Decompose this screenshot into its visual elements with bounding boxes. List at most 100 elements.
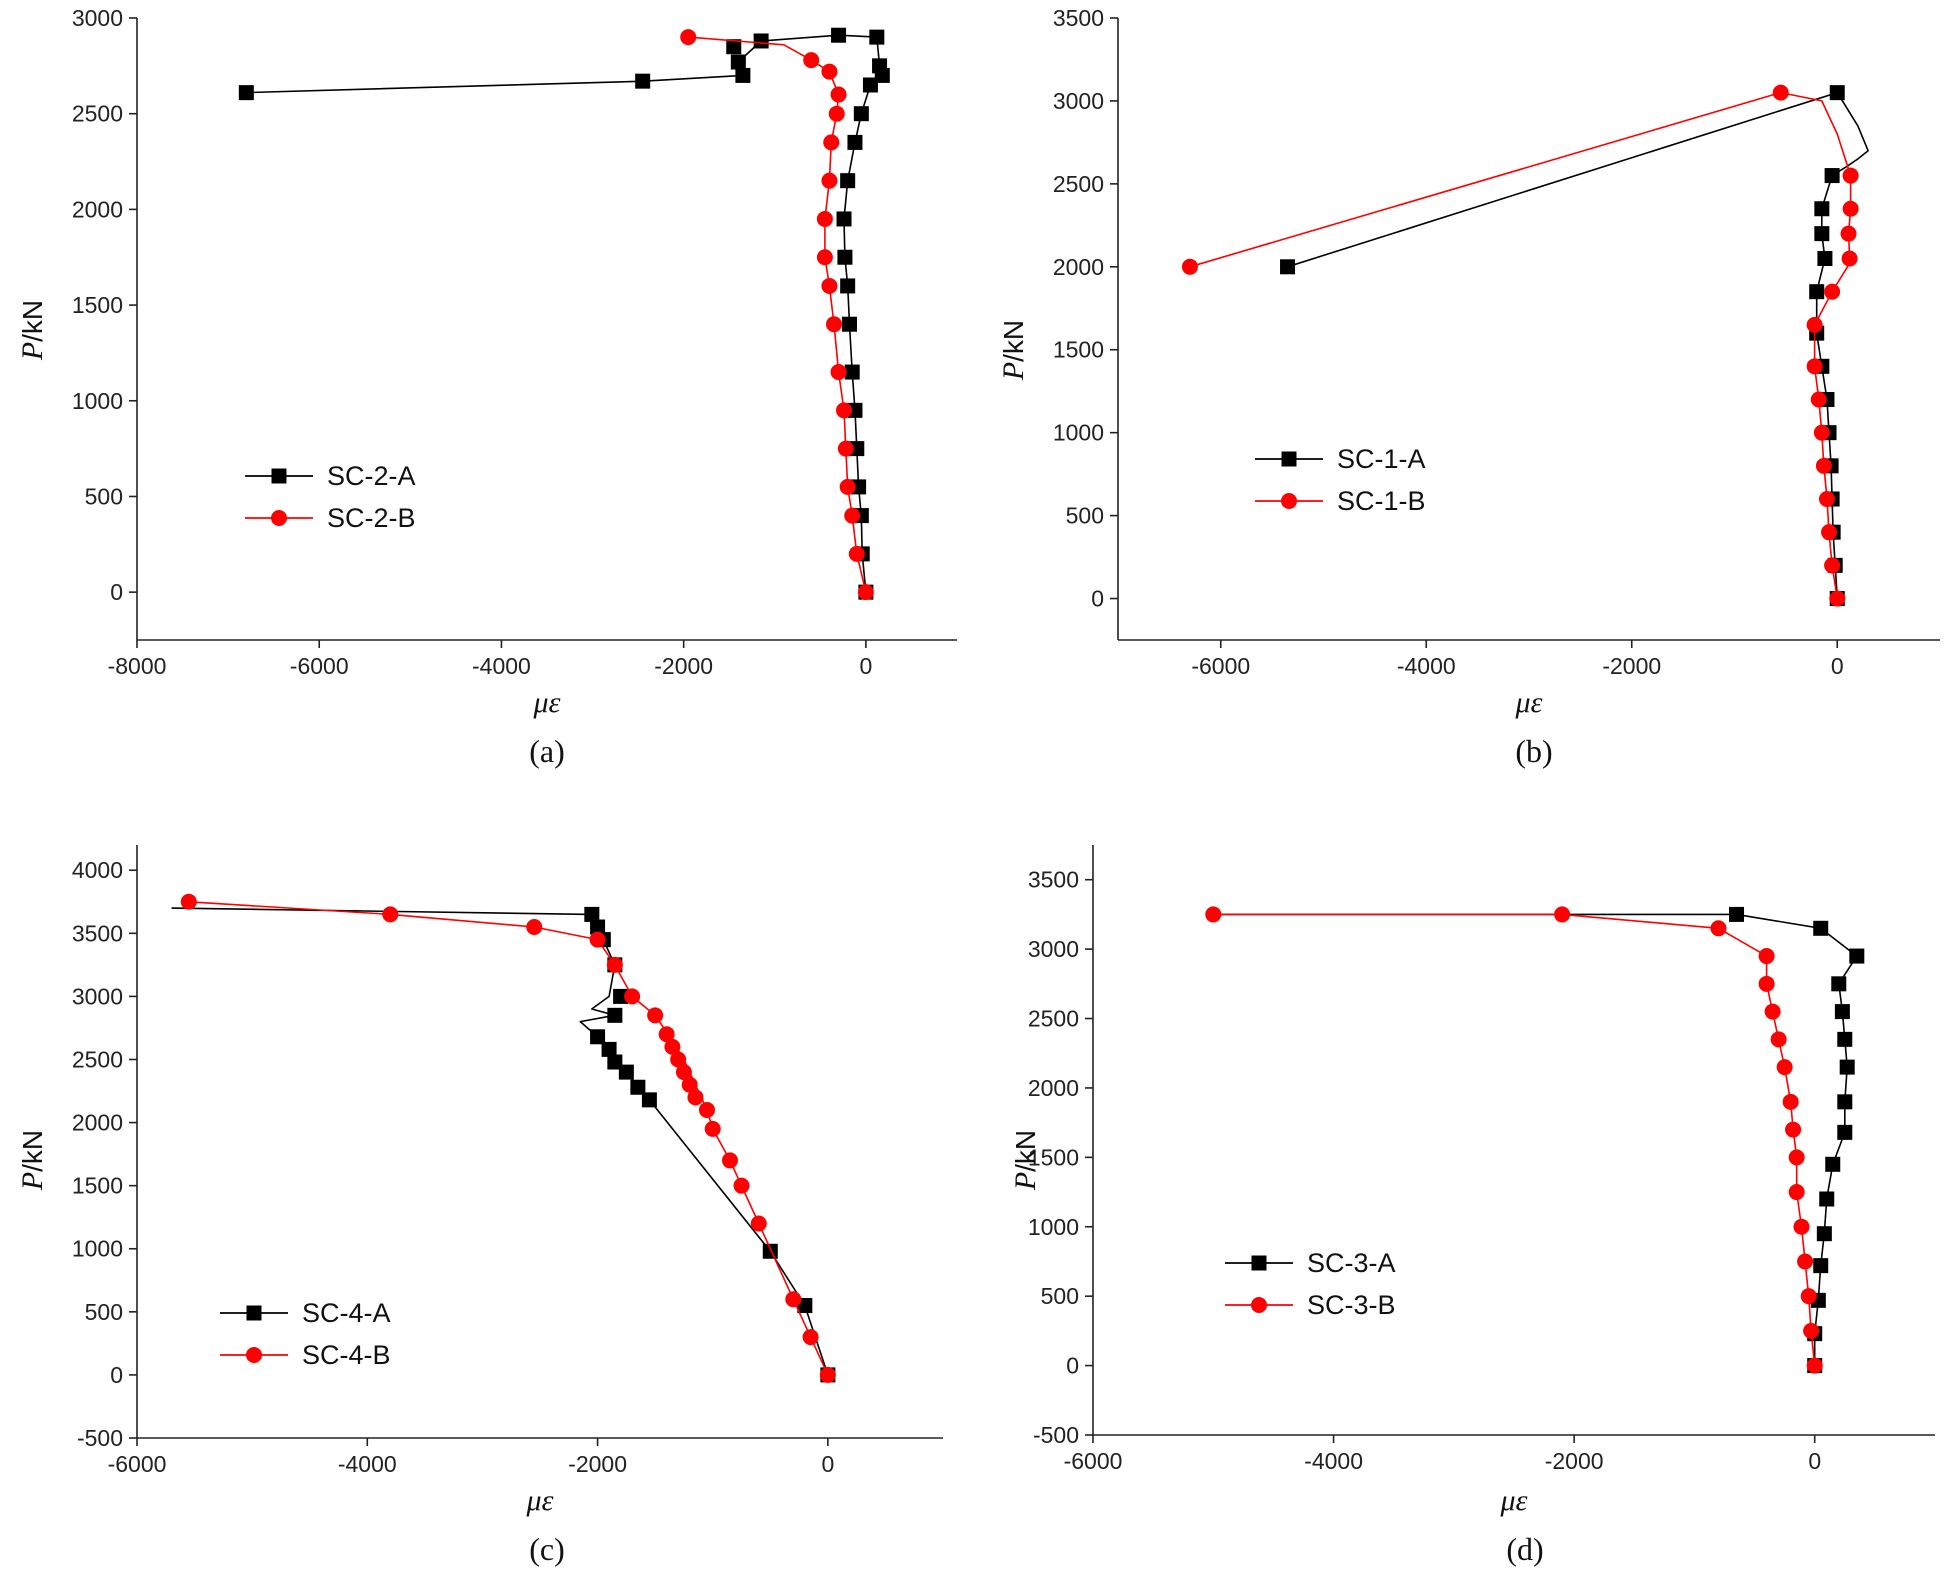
- x-tick-label: 0: [821, 1451, 834, 1477]
- data-point-SC-3-B: [1800, 1288, 1817, 1305]
- data-point-SC-3-B: [1782, 1093, 1799, 1110]
- data-point-SC-3-B: [1710, 920, 1727, 937]
- data-point-SC-3-B: [1764, 1003, 1781, 1020]
- legend-label: SC-3-B: [1307, 1290, 1396, 1320]
- data-point-SC-2-A: [730, 54, 746, 70]
- y-tick-label: 2500: [1053, 171, 1104, 197]
- legend-marker: [271, 468, 287, 484]
- data-point-SC-4-B: [606, 956, 623, 973]
- data-point-SC-1-B: [1181, 258, 1198, 275]
- data-point-SC-2-B: [821, 172, 838, 189]
- data-point-SC-1-B: [1824, 557, 1841, 574]
- series-line-SC-4-B: [188, 901, 829, 1376]
- x-tick-label: 0: [1808, 1448, 1821, 1474]
- data-point-SC-4-B: [802, 1329, 819, 1346]
- legend-marker: [1251, 1255, 1267, 1271]
- legend-marker: [271, 510, 287, 526]
- data-point-SC-1-B: [1842, 200, 1859, 217]
- data-point-SC-3-B: [1758, 948, 1775, 965]
- panel-caption: (b): [1515, 733, 1552, 769]
- data-point-SC-2-A: [853, 106, 869, 122]
- data-point-SC-2-B: [844, 507, 861, 524]
- x-tick-label: -4000: [472, 653, 531, 679]
- y-tick-label: 2500: [72, 101, 123, 127]
- x-tick-label: -2000: [654, 653, 713, 679]
- data-point-SC-4-B: [670, 1051, 687, 1068]
- data-point-SC-2-B: [830, 364, 847, 381]
- data-point-SC-4-A: [584, 906, 600, 922]
- data-point-SC-3-A: [1729, 906, 1745, 922]
- data-point-SC-1-B: [1806, 358, 1823, 375]
- y-tick-label: 500: [85, 483, 123, 509]
- y-tick-label: 3500: [1028, 867, 1079, 893]
- data-point-SC-3-A: [1849, 948, 1865, 964]
- data-point-SC-4-B: [785, 1291, 802, 1308]
- data-point-SC-2-A: [849, 441, 865, 457]
- data-point-SC-4-A: [762, 1243, 778, 1259]
- data-point-SC-4-B: [647, 1007, 664, 1024]
- y-tick-label: 0: [1091, 586, 1104, 612]
- legend-label: SC-4-A: [302, 1298, 391, 1328]
- y-tick-label: 2500: [72, 1046, 123, 1072]
- y-tick-label: 0: [1066, 1353, 1079, 1379]
- data-point-SC-4-B: [589, 931, 606, 948]
- data-point-SC-2-A: [851, 479, 867, 495]
- data-point-SC-2-A: [841, 316, 857, 332]
- data-point-SC-4-B: [704, 1120, 721, 1137]
- x-tick-label: -2000: [1602, 653, 1661, 679]
- y-tick-label: 0: [110, 579, 123, 605]
- y-tick-label: 2000: [1028, 1075, 1079, 1101]
- data-point-SC-2-A: [844, 364, 860, 380]
- legend-marker: [1281, 451, 1297, 467]
- x-axis-label: με: [1515, 686, 1543, 719]
- y-axis-label-symbol: P: [16, 342, 49, 361]
- data-point-SC-1-B: [1818, 491, 1835, 508]
- data-point-SC-4-B: [624, 988, 641, 1005]
- data-point-SC-3-A: [1837, 1094, 1853, 1110]
- y-tick-label: 3000: [72, 983, 123, 1009]
- y-tick-label: 1500: [72, 292, 123, 318]
- y-axis-label-symbol: P: [1009, 1172, 1042, 1191]
- data-point-SC-4-A: [618, 1064, 634, 1080]
- data-point-SC-3-B: [1776, 1059, 1793, 1076]
- data-point-SC-4-A: [613, 988, 629, 1004]
- data-point-SC-2-B: [828, 105, 845, 122]
- y-axis-label: P/kN: [1009, 1130, 1042, 1191]
- data-point-SC-4-B: [526, 919, 543, 936]
- data-point-SC-3-B: [1793, 1218, 1810, 1235]
- y-tick-label: 3500: [1053, 5, 1104, 31]
- legend-label: SC-2-A: [327, 461, 416, 491]
- data-point-SC-2-A: [238, 85, 254, 101]
- data-point-SC-2-B: [816, 249, 833, 266]
- panel-caption: (c): [529, 1531, 565, 1567]
- y-tick-label: -500: [77, 1425, 123, 1451]
- y-tick-label: 2000: [72, 196, 123, 222]
- legend-label: SC-2-B: [327, 503, 416, 533]
- data-point-SC-1-B: [1842, 167, 1859, 184]
- data-point-SC-3-B: [1788, 1184, 1805, 1201]
- chart-panel-a: 0 500 1000 1500 2000 2500 3000 -8000 -6000 -4000 -…: [16, 5, 957, 769]
- x-tick-label: -6000: [290, 653, 349, 679]
- series-line-SC-4-A: [171, 907, 829, 1376]
- y-tick-label: 500: [1066, 503, 1104, 529]
- data-point-SC-2-B: [803, 52, 820, 69]
- y-tick-label: 0: [110, 1362, 123, 1388]
- x-tick-label: -6000: [1191, 653, 1250, 679]
- x-tick-label: -6000: [108, 1451, 167, 1477]
- x-tick-label: -6000: [1064, 1448, 1123, 1474]
- data-point-SC-2-B: [816, 210, 833, 227]
- data-point-SC-3-B: [1785, 1121, 1802, 1138]
- data-point-SC-3-B: [1205, 906, 1222, 923]
- data-point-SC-4-B: [382, 906, 399, 923]
- x-axis-label: με: [526, 1484, 554, 1517]
- data-point-SC-2-A: [847, 134, 863, 150]
- data-point-SC-2-A: [862, 77, 878, 93]
- data-point-SC-1-B: [1841, 250, 1858, 267]
- legend-label: SC-4-B: [302, 1340, 391, 1370]
- data-point-SC-1-B: [1810, 391, 1827, 408]
- y-tick-label: 1000: [72, 1236, 123, 1262]
- y-axis-label-symbol: P: [16, 1172, 49, 1191]
- data-point-SC-4-A: [630, 1079, 646, 1095]
- data-point-SC-4-A: [601, 1041, 617, 1057]
- y-axis-label: P/kN: [997, 320, 1030, 381]
